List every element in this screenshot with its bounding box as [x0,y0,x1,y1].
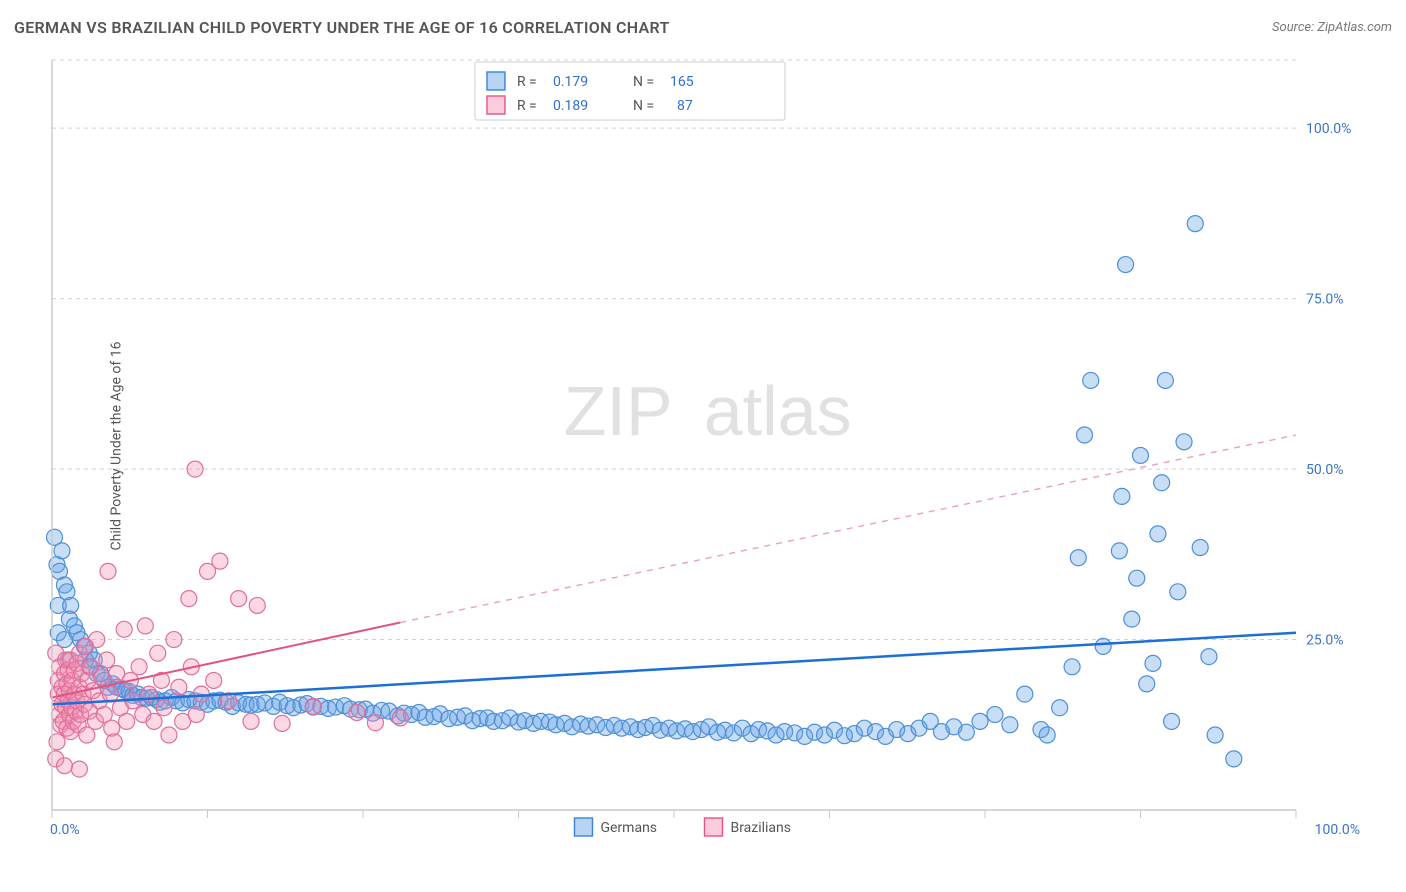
scatter-point [188,707,204,723]
scatter-point [958,724,974,740]
scatter-point [56,758,72,774]
scatter-point [116,621,132,637]
svg-text:N =: N = [633,98,654,114]
scatter-point [987,707,1003,723]
scatter-point [99,652,115,668]
y-tick-label: 25.0% [1306,633,1344,649]
legend-swatch-germans [487,72,505,90]
scatter-point [119,713,135,729]
scatter-point [1170,584,1186,600]
scatter-point [161,727,177,743]
legend-R-brazilians: 0.189 [553,98,588,114]
y-tick-label: 75.0% [1306,292,1344,308]
scatter-point [193,686,209,702]
svg-text:R =: R = [517,98,537,114]
scatter-point [1070,550,1086,566]
scatter-point [1157,372,1173,388]
scatter-point [206,672,222,688]
scatter-point [1002,717,1018,733]
scatter-point [89,632,105,648]
scatter-point [972,713,988,729]
scatter-point [305,698,321,714]
scatter-point [392,710,408,726]
chart-title: GERMAN VS BRAZILIAN CHILD POVERTY UNDER … [14,18,670,37]
scatter-point [54,543,70,559]
scatter-point [1201,649,1217,665]
bottom-swatch-brazilians [704,818,722,836]
watermark-atlas: atlas [704,372,852,450]
scatter-point [171,679,187,695]
scatter-point [71,761,87,777]
scatter-point [150,645,166,661]
plot-area: ZIP atlas 25.0% 50.0% 75.0% 100.0% 0.0% 100.0% R… [46,56,1366,846]
scatter-point [1154,475,1170,491]
x-tick-label-min: 0.0% [50,822,80,838]
scatter-point [100,563,116,579]
scatter-point [1145,655,1161,671]
scatter-point [181,591,197,607]
scatter-point [137,618,153,634]
scatter-point [1129,570,1145,586]
bottom-swatch-germans [574,818,592,836]
legend-R-label: R = [517,74,537,90]
scatter-point [1176,434,1192,450]
scatter-point [94,669,110,685]
scatter-point [1192,540,1208,556]
scatter-point [166,632,182,648]
scatter-point [1064,659,1080,675]
y-tick-label: 100.0% [1306,121,1351,137]
scatter-point [106,734,122,750]
scatter-point [1226,751,1242,767]
legend-N-brazilians: 87 [677,98,693,114]
scatter-point [1039,727,1055,743]
scatter-point [79,727,95,743]
legend-swatch-brazilians [487,96,505,114]
scatter-point [156,700,172,716]
scatter-point [1017,686,1033,702]
scatter-point [187,461,203,477]
scatter-point [1150,526,1166,542]
scatter-point [1139,676,1155,692]
scatter-point [274,715,290,731]
scatter-point [1111,543,1127,559]
scatter-point [243,713,259,729]
y-tick-label: 50.0% [1306,462,1344,478]
scatter-point [1118,257,1134,273]
source-attribution: Source: ZipAtlas.com [1272,20,1392,35]
scatter-point [1095,638,1111,654]
scatter-point [1077,427,1093,443]
scatter-point [131,659,147,675]
scatter-point [1052,700,1068,716]
scatter-point [1164,713,1180,729]
chart-container: GERMAN VS BRAZILIAN CHILD POVERTY UNDER … [0,0,1406,892]
scatter-point [349,705,365,721]
scatter-point [212,553,228,569]
watermark-zip: ZIP [564,372,673,450]
scatter-point [1207,727,1223,743]
bottom-legend-brazilians: Brazilians [730,820,791,836]
legend-N-germans: 165 [670,74,694,90]
scatter-point [231,591,247,607]
legend-R-germans: 0.179 [553,74,588,90]
scatter-point [1187,216,1203,232]
bottom-legend-germans: Germans [600,820,657,836]
scatter-point [1133,447,1149,463]
scatter-point [367,715,383,731]
scatter-plot-svg: ZIP atlas 25.0% 50.0% 75.0% 100.0% 0.0% 100.0% R… [46,56,1366,846]
scatter-point [146,713,162,729]
title-bar: GERMAN VS BRAZILIAN CHILD POVERTY UNDER … [14,18,1392,37]
scatter-point [1124,611,1140,627]
x-tick-label-max: 100.0% [1315,822,1360,838]
scatter-point [1114,488,1130,504]
scatter-point [249,597,265,613]
trend-line-germans [52,633,1296,705]
legend-N-label: N = [633,74,654,90]
scatter-point [1083,372,1099,388]
